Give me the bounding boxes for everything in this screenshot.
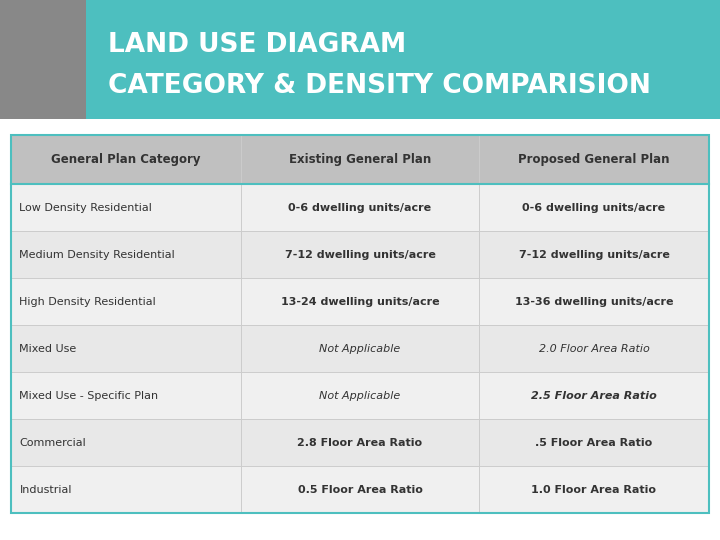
Text: 2.0 Floor Area Ratio: 2.0 Floor Area Ratio (539, 343, 649, 354)
Text: 0-6 dwelling units/acre: 0-6 dwelling units/acre (289, 202, 431, 213)
Text: Low Density Residential: Low Density Residential (19, 202, 153, 213)
Text: 7-12 dwelling units/acre: 7-12 dwelling units/acre (518, 249, 670, 260)
Text: 0.5 Floor Area Ratio: 0.5 Floor Area Ratio (297, 484, 423, 495)
FancyBboxPatch shape (11, 184, 709, 231)
Text: Proposed General Plan: Proposed General Plan (518, 153, 670, 166)
FancyBboxPatch shape (86, 0, 720, 119)
FancyBboxPatch shape (11, 372, 709, 419)
Text: LAND USE DIAGRAM: LAND USE DIAGRAM (108, 32, 406, 58)
FancyBboxPatch shape (11, 278, 709, 325)
FancyBboxPatch shape (11, 135, 709, 184)
Text: 13-36 dwelling units/acre: 13-36 dwelling units/acre (515, 296, 673, 307)
Text: Mixed Use - Specific Plan: Mixed Use - Specific Plan (19, 390, 158, 401)
Text: High Density Residential: High Density Residential (19, 296, 156, 307)
Text: Existing General Plan: Existing General Plan (289, 153, 431, 166)
Text: Commercial: Commercial (19, 437, 86, 448)
FancyBboxPatch shape (11, 419, 709, 466)
Text: 2.8 Floor Area Ratio: 2.8 Floor Area Ratio (297, 437, 423, 448)
Text: Not Applicable: Not Applicable (320, 343, 400, 354)
Text: 1.0 Floor Area Ratio: 1.0 Floor Area Ratio (531, 484, 657, 495)
Text: 2.5 Floor Area Ratio: 2.5 Floor Area Ratio (531, 390, 657, 401)
Text: .5 Floor Area Ratio: .5 Floor Area Ratio (536, 437, 652, 448)
Text: 13-24 dwelling units/acre: 13-24 dwelling units/acre (281, 296, 439, 307)
Text: General Plan Category: General Plan Category (51, 153, 201, 166)
Text: 0-6 dwelling units/acre: 0-6 dwelling units/acre (523, 202, 665, 213)
FancyBboxPatch shape (0, 0, 86, 119)
Text: 7-12 dwelling units/acre: 7-12 dwelling units/acre (284, 249, 436, 260)
FancyBboxPatch shape (11, 325, 709, 372)
FancyBboxPatch shape (11, 231, 709, 278)
Text: CATEGORY & DENSITY COMPARISION: CATEGORY & DENSITY COMPARISION (108, 72, 651, 98)
FancyBboxPatch shape (11, 466, 709, 513)
Text: Mixed Use: Mixed Use (19, 343, 77, 354)
Text: Medium Density Residential: Medium Density Residential (19, 249, 175, 260)
Text: Industrial: Industrial (19, 484, 72, 495)
Text: Not Applicable: Not Applicable (320, 390, 400, 401)
